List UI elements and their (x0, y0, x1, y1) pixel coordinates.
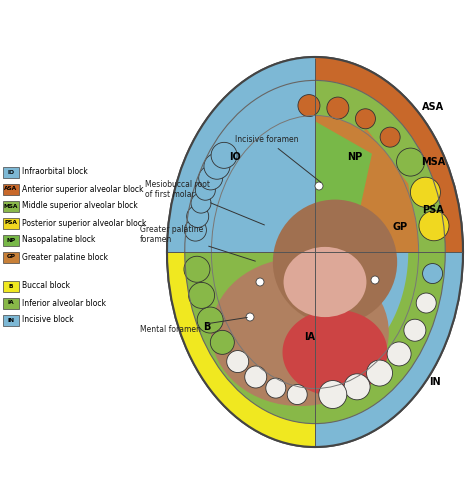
Text: Mental foramen: Mental foramen (140, 317, 247, 334)
Text: Greater palatine
foramen: Greater palatine foramen (140, 225, 255, 261)
Circle shape (380, 127, 400, 147)
Text: B: B (203, 322, 210, 332)
Text: IA: IA (304, 332, 316, 342)
FancyBboxPatch shape (3, 314, 19, 325)
Text: IO: IO (229, 152, 241, 162)
Circle shape (371, 276, 379, 284)
Text: IN: IN (429, 377, 441, 387)
Polygon shape (305, 129, 419, 252)
Circle shape (211, 142, 237, 168)
Circle shape (266, 378, 286, 398)
Text: Greater palatine block: Greater palatine block (22, 252, 108, 261)
Text: PSA: PSA (5, 221, 18, 226)
Polygon shape (283, 309, 387, 396)
Circle shape (246, 313, 254, 321)
FancyBboxPatch shape (3, 184, 19, 195)
Text: PSA: PSA (422, 205, 444, 215)
Text: ASA: ASA (422, 102, 444, 112)
Text: Anterior superior alveolar block: Anterior superior alveolar block (22, 185, 144, 194)
Text: Middle superior alveolar block: Middle superior alveolar block (22, 202, 138, 211)
Circle shape (410, 177, 440, 207)
Text: IO: IO (8, 170, 15, 175)
Circle shape (419, 211, 449, 241)
Circle shape (356, 109, 375, 129)
Text: Buccal block: Buccal block (22, 281, 70, 290)
Polygon shape (315, 252, 463, 447)
FancyBboxPatch shape (3, 251, 19, 262)
Circle shape (404, 319, 426, 341)
Text: Nasopalatine block: Nasopalatine block (22, 236, 95, 245)
Circle shape (204, 153, 230, 179)
Circle shape (245, 366, 267, 388)
Ellipse shape (167, 57, 463, 447)
Polygon shape (185, 80, 315, 252)
Polygon shape (167, 57, 315, 252)
Text: GP: GP (392, 222, 408, 232)
Circle shape (210, 330, 234, 354)
FancyBboxPatch shape (3, 297, 19, 308)
Circle shape (387, 342, 411, 366)
Circle shape (199, 166, 223, 190)
FancyBboxPatch shape (3, 218, 19, 229)
Circle shape (397, 148, 425, 176)
Polygon shape (315, 57, 463, 252)
Circle shape (366, 360, 392, 386)
Polygon shape (185, 252, 445, 424)
Circle shape (287, 385, 307, 405)
Polygon shape (315, 115, 419, 252)
Circle shape (319, 381, 347, 409)
Text: IN: IN (8, 317, 15, 322)
Circle shape (184, 219, 207, 241)
Circle shape (344, 374, 370, 400)
Text: GP: GP (7, 254, 16, 259)
Circle shape (327, 97, 349, 119)
Text: NP: NP (347, 152, 363, 162)
Circle shape (256, 278, 264, 286)
Polygon shape (315, 80, 445, 252)
Text: B: B (9, 283, 13, 288)
Circle shape (184, 256, 210, 282)
FancyBboxPatch shape (3, 280, 19, 291)
Circle shape (423, 263, 443, 283)
Ellipse shape (211, 258, 389, 406)
Text: MSA: MSA (4, 204, 18, 209)
Polygon shape (287, 252, 408, 375)
Circle shape (315, 182, 323, 190)
Ellipse shape (273, 200, 397, 324)
Polygon shape (263, 118, 372, 245)
Polygon shape (167, 252, 315, 447)
Circle shape (298, 95, 320, 117)
FancyBboxPatch shape (3, 167, 19, 178)
Text: Inferior alveolar block: Inferior alveolar block (22, 298, 106, 307)
Ellipse shape (283, 247, 366, 317)
Text: ASA: ASA (4, 187, 18, 192)
Circle shape (187, 206, 209, 228)
FancyBboxPatch shape (3, 235, 19, 246)
Circle shape (227, 351, 249, 373)
Text: MSA: MSA (421, 157, 445, 167)
Text: Infraorbital block: Infraorbital block (22, 168, 88, 177)
Circle shape (189, 282, 215, 308)
Text: NP: NP (7, 238, 16, 243)
Text: Incisive foramen: Incisive foramen (235, 135, 321, 182)
Text: Incisive block: Incisive block (22, 315, 73, 324)
Circle shape (191, 193, 211, 213)
Circle shape (195, 180, 215, 200)
Polygon shape (211, 115, 315, 252)
Text: Posterior superior alveolar block: Posterior superior alveolar block (22, 219, 146, 228)
FancyBboxPatch shape (3, 201, 19, 212)
Text: Mesiobuccal root
of first molar: Mesiobuccal root of first molar (145, 180, 264, 225)
Text: IA: IA (8, 300, 14, 305)
Circle shape (197, 307, 223, 333)
Circle shape (416, 293, 436, 313)
